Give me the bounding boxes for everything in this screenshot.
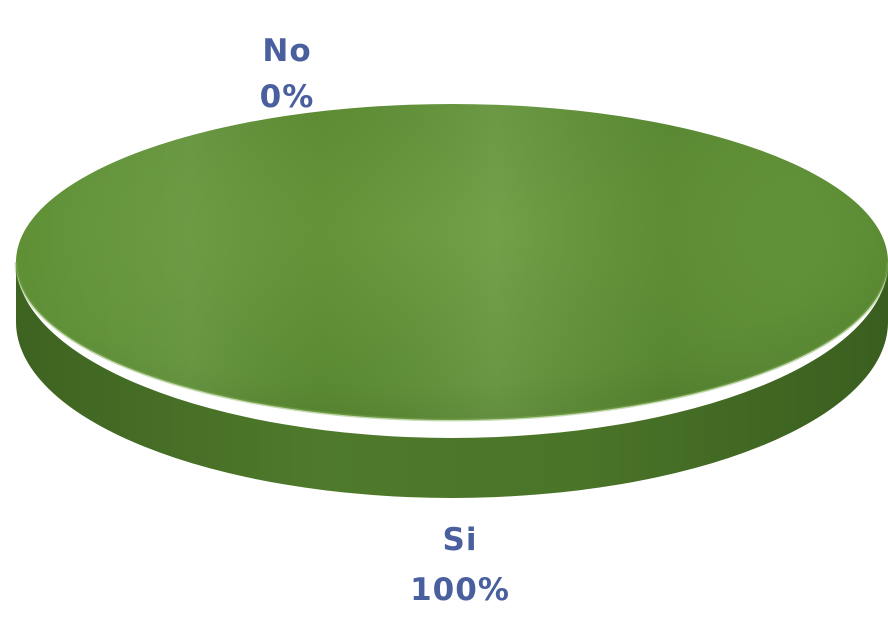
slice-label-no-name: No (262, 33, 311, 69)
slice-label-no-percent: 0% (260, 79, 315, 115)
slice-label-no: No 0% (260, 33, 315, 115)
pie-rim-highlight (14, 261, 888, 422)
slice-label-si-percent: 100% (410, 572, 510, 608)
slice-label-si-name: Si (443, 522, 478, 558)
pie-side (16, 262, 888, 498)
slice-label-si: Si 100% (410, 522, 510, 608)
pie-top-sheen (16, 104, 888, 420)
